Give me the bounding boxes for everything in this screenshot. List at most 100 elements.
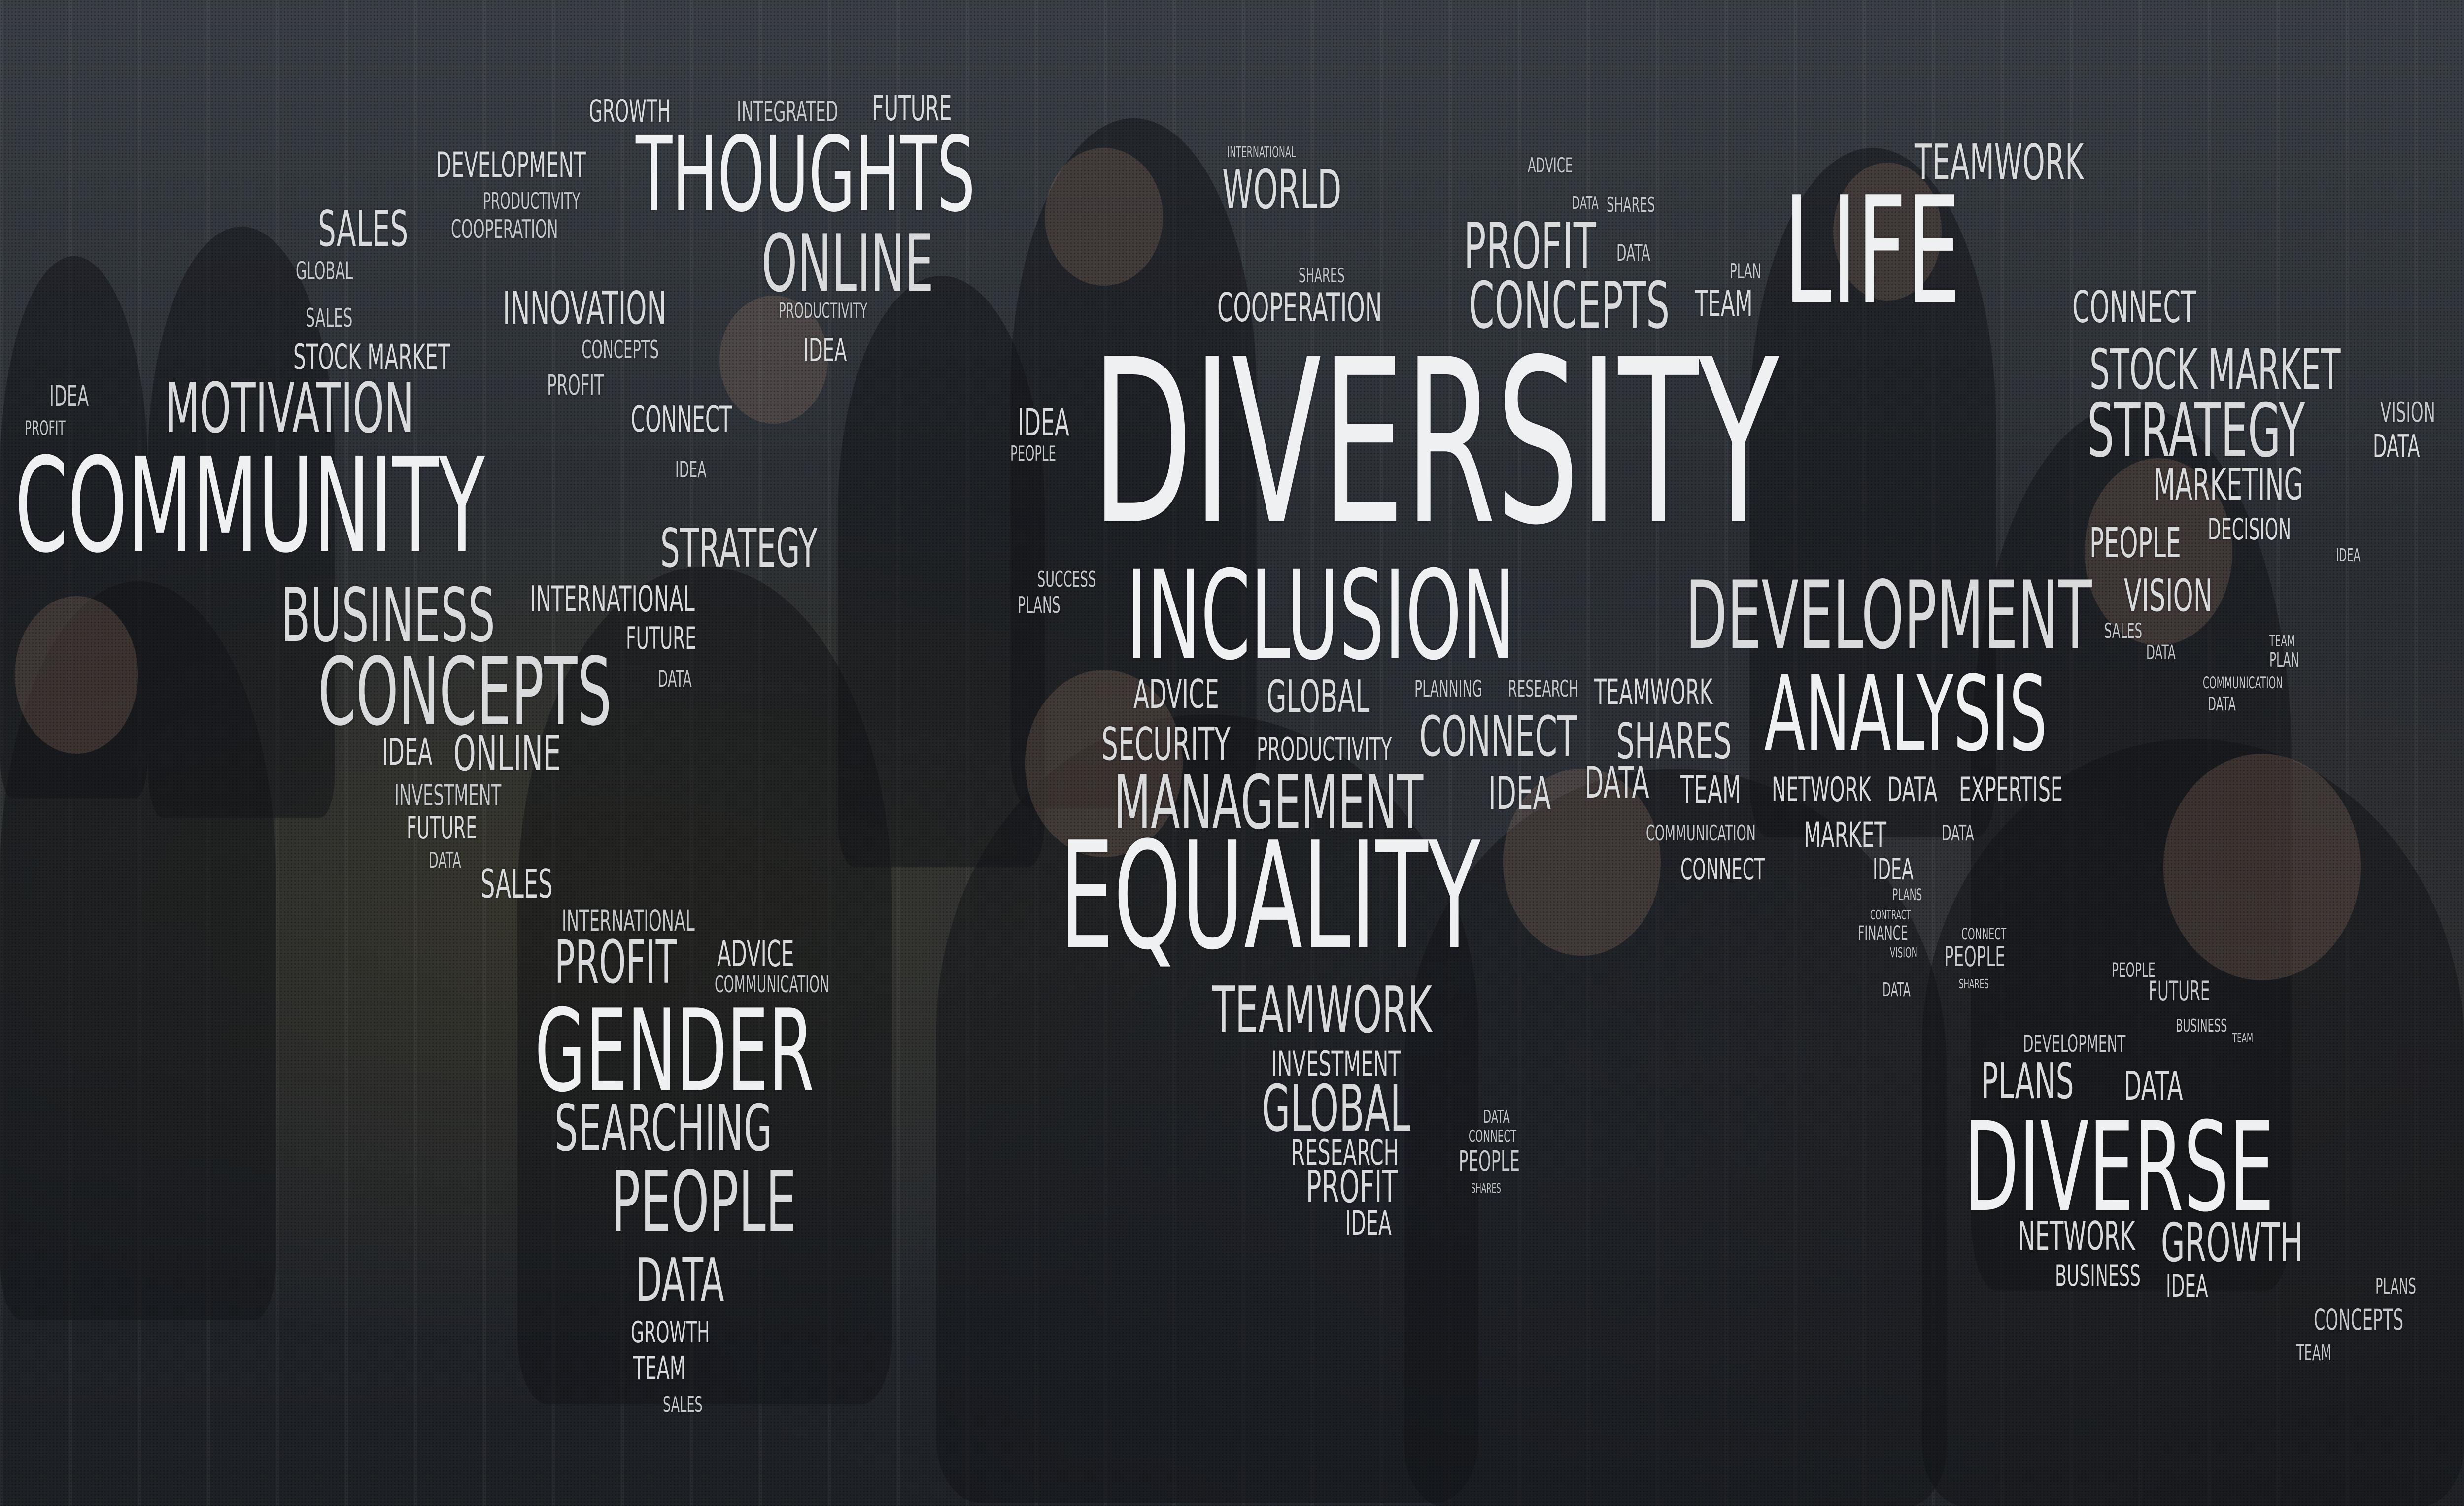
- word-cloud-word: TEAMWORK: [1915, 134, 2084, 191]
- word-cloud-word: PLANS: [1892, 885, 1922, 904]
- word-cloud-word: TEAM: [2269, 632, 2295, 650]
- word-cloud-word: ADVICE: [717, 933, 794, 974]
- word-cloud-word: IDEA: [49, 379, 89, 413]
- word-cloud-word: FINANCE: [1858, 922, 1908, 945]
- word-cloud-word: EXPERTISE: [1959, 770, 2063, 809]
- word-cloud-word: PROFIT: [547, 369, 604, 402]
- word-cloud-word: STOCK MARKET: [293, 337, 450, 377]
- person-head: [1833, 163, 1942, 301]
- word-cloud-word: FUTURE: [626, 620, 696, 656]
- word-cloud-word: TEAM: [1680, 768, 1741, 811]
- word-cloud-word: NETWORK: [1772, 770, 1871, 809]
- word-cloud-word: BUSINESS: [2176, 1016, 2227, 1036]
- word-cloud-word: CONNECT: [631, 399, 732, 440]
- word-cloud-word: MARKET: [1804, 815, 1887, 855]
- word-cloud-word: SUCCESS: [1037, 567, 1096, 592]
- word-cloud-word: GROWTH: [2161, 1212, 2303, 1274]
- word-cloud-word: STRATEGY: [2087, 388, 2305, 474]
- person-silhouette: [148, 227, 335, 818]
- word-cloud-word: MANAGEMENT: [1114, 760, 1424, 846]
- word-cloud-word: IDEA: [675, 456, 707, 483]
- word-cloud-word: DATA: [429, 848, 461, 873]
- word-cloud-word: PROFIT: [554, 929, 677, 997]
- person-silhouette: [1010, 118, 1257, 808]
- word-cloud-word: CONNECT: [1961, 925, 2007, 943]
- word-cloud-word: SALES: [306, 303, 353, 333]
- word-cloud-word: STOCK MARKET: [2089, 338, 2341, 402]
- word-cloud-word: COOPERATION: [451, 215, 558, 244]
- word-cloud-word: ONLINE: [761, 217, 934, 309]
- word-cloud-word: PROFIT: [1306, 1161, 1398, 1213]
- word-cloud-word: DATA: [1887, 770, 1938, 809]
- person-head: [15, 596, 138, 754]
- word-cloud-word: BUSINESS: [281, 573, 495, 659]
- person-silhouette: [1749, 148, 1996, 837]
- word-cloud-word: CONCEPTS: [1469, 268, 1670, 343]
- word-cloud-word: CONNECT: [1469, 1127, 1517, 1146]
- word-cloud-word: INTEGRATED: [737, 96, 838, 128]
- person-head: [719, 296, 828, 424]
- word-cloud-word: MOTIVATION: [165, 368, 414, 449]
- word-cloud-word: PEOPLE: [2089, 519, 2181, 567]
- word-cloud-word: INNOVATION: [503, 282, 667, 335]
- word-cloud-word: ADVICE: [1133, 671, 1219, 717]
- word-cloud-word: PRODUCTIVITY: [1257, 732, 1392, 768]
- word-cloud-word: IDEA: [2166, 1268, 2208, 1304]
- word-cloud-word: FUTURE: [407, 810, 477, 846]
- word-cloud-word: DATA: [2124, 1063, 2183, 1109]
- word-cloud-word: SHARES: [1607, 193, 1655, 217]
- word-cloud-word: SEARCHING: [554, 1091, 773, 1166]
- word-cloud-word: DATA: [1882, 979, 1911, 1001]
- word-cloud-word: PEOPLE: [1010, 441, 1056, 466]
- word-cloud-word: COMMUNICATION: [715, 971, 829, 998]
- word-cloud-word: TEAM: [2232, 1031, 2254, 1046]
- word-cloud-word: CONNECT: [1419, 705, 1577, 769]
- word-cloud-word: DIVERSITY: [1092, 311, 1779, 575]
- word-cloud-word: GROWTH: [631, 1315, 710, 1350]
- word-cloud-word: DATA: [2146, 641, 2176, 664]
- word-cloud-word: EQUALITY: [1060, 810, 1481, 982]
- word-cloud-word: DATA: [2373, 429, 2420, 465]
- word-cloud-word: DATA: [636, 1246, 724, 1315]
- word-cloud-word: CONCEPTS: [318, 637, 612, 746]
- word-cloud-word: WORLD: [1222, 158, 1342, 221]
- person-head: [2163, 754, 2361, 980]
- word-cloud-word: RESEARCH: [1291, 1133, 1399, 1173]
- word-cloud-word: INVESTMENT: [1271, 1044, 1401, 1084]
- word-cloud-word: DATA: [658, 666, 692, 692]
- word-cloud-word: GLOBAL: [1266, 671, 1370, 723]
- word-cloud-word: IDEA: [2336, 545, 2361, 566]
- word-cloud-word: VISION: [2380, 397, 2435, 429]
- word-cloud-word: GLOBAL: [1262, 1071, 1411, 1146]
- word-cloud-word: CONCEPTS: [582, 335, 659, 364]
- word-cloud-word: SHARES: [1616, 712, 1732, 770]
- word-cloud-word: PLANS: [1981, 1052, 2074, 1110]
- word-cloud-word: THOUGHTS: [636, 114, 975, 235]
- word-cloud-word: IDEA: [803, 333, 847, 369]
- word-cloud-word: IDEA: [382, 731, 433, 773]
- word-cloud-word: CONNECT: [1680, 852, 1765, 887]
- word-cloud-word: PLAN: [1730, 259, 1761, 283]
- word-cloud-word: VISION: [2124, 570, 2213, 622]
- word-cloud-word: IDEA: [1018, 401, 1069, 444]
- word-cloud-word: TEAM: [2296, 1340, 2332, 1366]
- word-cloud-word: PEOPLE: [2112, 959, 2156, 982]
- person-head: [1503, 769, 1661, 956]
- word-cloud-word: MARKETING: [2154, 459, 2304, 510]
- word-cloud-word: PLANS: [2375, 1274, 2416, 1299]
- word-cloud-word: SHARES: [1471, 1181, 1501, 1196]
- word-cloud-word: GROWTH: [589, 93, 671, 129]
- word-cloud-word: DATA: [1616, 239, 1650, 266]
- word-cloud-word: DIVERSE: [1964, 1096, 2274, 1239]
- word-cloud-word: TEAMWORK: [1212, 972, 1433, 1047]
- word-cloud-word: INTERNATIONAL: [1227, 144, 1296, 161]
- word-cloud-word: RESEARCH: [1508, 675, 1579, 702]
- person-silhouette: [1404, 769, 1947, 1506]
- word-cloud-word: PLANNING: [1414, 675, 1483, 702]
- word-cloud-word: PLANS: [1018, 592, 1061, 618]
- word-cloud-word: COMMUNICATION: [1646, 821, 1756, 846]
- word-cloud-word: SALES: [663, 1392, 703, 1417]
- person-head: [2085, 458, 2232, 645]
